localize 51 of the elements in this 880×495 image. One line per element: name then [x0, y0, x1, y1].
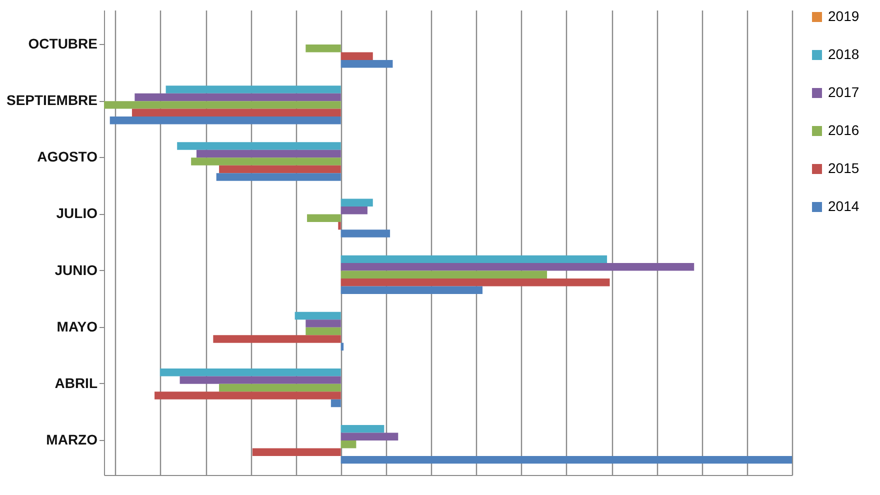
bar — [216, 173, 341, 181]
legend-label: 2017 — [828, 84, 860, 100]
bar — [177, 142, 341, 150]
bar — [338, 222, 341, 230]
y-tick-label: OCTUBRE — [28, 36, 98, 52]
legend-label: 2019 — [828, 8, 860, 24]
bar — [306, 44, 341, 52]
bar — [294, 312, 341, 320]
y-tick-label: MAYO — [56, 318, 98, 334]
y-tick-label: AGOSTO — [37, 148, 98, 165]
bar — [340, 440, 356, 448]
bar — [154, 392, 341, 400]
bar — [340, 255, 608, 264]
legend-label: 2016 — [828, 122, 860, 138]
bar — [160, 368, 341, 376]
bar — [307, 214, 341, 222]
legend-label: 2014 — [828, 198, 860, 214]
legend-label: 2015 — [828, 160, 860, 176]
y-tick-label: ABRIL — [54, 374, 98, 391]
bar — [340, 432, 398, 440]
bar — [213, 335, 341, 343]
bar — [219, 384, 341, 392]
bar — [340, 456, 792, 464]
bar — [191, 158, 341, 166]
bar — [134, 93, 341, 102]
bar — [340, 60, 393, 68]
bar — [330, 399, 341, 408]
bar — [196, 150, 341, 158]
bar — [340, 230, 390, 238]
bar — [340, 52, 373, 60]
bar — [340, 198, 373, 206]
bar — [104, 101, 341, 109]
bar — [340, 270, 548, 279]
y-tick-label: JUNIO — [54, 262, 98, 278]
bar — [219, 165, 341, 174]
bar — [340, 206, 368, 214]
bar — [340, 286, 483, 294]
bar — [132, 108, 341, 117]
bar — [340, 263, 694, 271]
bar — [252, 448, 341, 456]
bar — [180, 376, 341, 384]
y-tick-label: MARZO — [46, 431, 98, 448]
bar — [340, 425, 384, 433]
bar — [166, 86, 341, 94]
legend-label: 2018 — [828, 46, 860, 62]
y-tick-label: JULIO — [56, 205, 98, 222]
y-tick-label: SEPTIEMBRE — [6, 92, 98, 108]
bar — [306, 327, 341, 336]
bar — [306, 320, 341, 328]
bar — [110, 116, 341, 124]
bar — [340, 278, 610, 286]
